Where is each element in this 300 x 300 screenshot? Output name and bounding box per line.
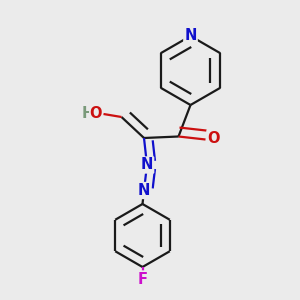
- Text: N: N: [184, 28, 197, 44]
- Text: O: O: [90, 106, 102, 121]
- Text: O: O: [208, 131, 220, 146]
- Text: H: H: [82, 106, 94, 121]
- Text: N: N: [138, 183, 150, 198]
- Text: F: F: [137, 272, 148, 286]
- Text: N: N: [141, 158, 153, 172]
